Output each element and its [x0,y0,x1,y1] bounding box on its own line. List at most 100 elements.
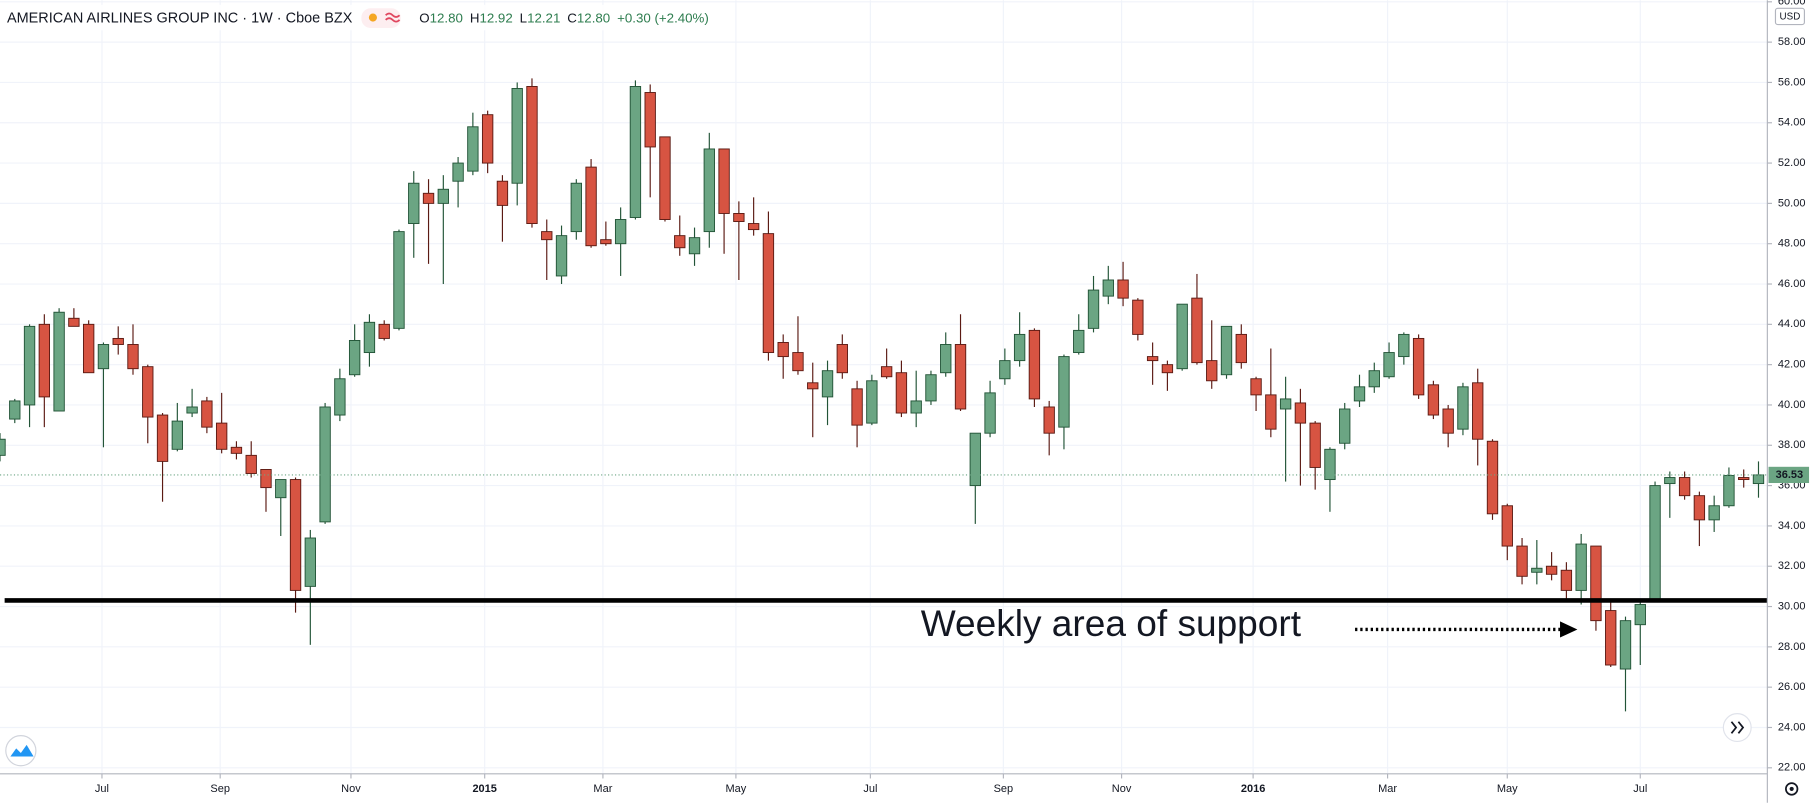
candle-body [201,400,213,428]
y-tick-label: 22.00 [1778,762,1806,774]
candle-body [984,392,996,434]
candle-body [1117,279,1129,299]
axes: 22.0024.0026.0028.0030.0032.0034.0036.00… [95,0,1810,795]
candle-body [1427,384,1440,416]
x-tick-label: Sep [994,783,1014,795]
candle-body [600,239,612,245]
x-tick-label: 2015 [472,783,496,795]
candle-body [9,400,21,420]
candle-body [304,537,316,587]
logo-circle[interactable] [5,735,37,767]
currency-box[interactable] [1774,7,1805,26]
candle-body [38,323,51,398]
last-price-tag [1768,466,1810,484]
quote: O12.80 H12.92 L12.21 C12.80 +0.30 (+2.40%) [419,10,709,25]
y-tick-label: 44.00 [1778,318,1806,330]
candle-body [1472,382,1484,440]
candle-body [496,180,509,206]
candle-body [880,366,893,378]
candle-body [1265,394,1277,430]
candle-body [1723,475,1735,507]
candle-body [1073,329,1085,354]
candle-body [1486,440,1499,515]
y-tick-label: 26.00 [1778,681,1806,693]
candle-body [570,182,582,233]
candle-body [289,479,302,591]
scroll-button[interactable] [1722,713,1752,742]
candle-body [1294,402,1307,424]
quote-value: 12.80 [430,10,463,25]
x-tick-label: Jul [863,783,877,795]
y-tick-label: 60.00 [1778,0,1806,8]
candle-body [142,366,154,418]
candle-body [319,406,331,523]
candle-body [1442,408,1454,434]
candle-body [777,342,789,358]
header-icons[interactable] [361,8,401,28]
candle-body [1176,303,1188,370]
candle-body [792,352,804,372]
y-tick-label: 50.00 [1778,197,1806,209]
candle-body [1191,297,1203,364]
candle-body [1412,337,1425,396]
candle-body [1161,364,1174,374]
candle-body [925,374,937,402]
candle-body [1220,325,1233,376]
currency: USD [1780,12,1801,23]
candle-body [275,479,287,499]
candle-body [230,446,243,454]
candle-body [585,166,597,247]
logo-mark [10,744,34,757]
candle-body [836,344,848,374]
x-tick-label: May [1497,783,1518,795]
chart-title: AMERICAN AIRLINES GROUP INC · 1W · Cboe … [7,11,353,27]
candle-body [1279,398,1292,410]
candle-body [688,237,701,255]
candle-body [437,188,449,204]
quote-key: C [567,10,577,25]
candle-body [82,323,95,374]
candle-body [97,344,110,370]
candle-body [644,92,656,148]
y-tick-label: 42.00 [1778,359,1806,371]
quote-value: 12.21 [527,10,560,25]
candle-body [1058,356,1070,428]
candle-body [186,406,198,414]
candle-body [555,235,568,277]
scroll-circle[interactable] [1722,713,1752,742]
candle-body [1132,299,1144,335]
y-tick-label: 30.00 [1778,600,1806,612]
y-tick-label: 24.00 [1778,721,1806,733]
y-tick-label: 54.00 [1778,117,1806,129]
candle-body [851,388,863,426]
candle-body [1575,543,1587,591]
candle-body [1028,329,1041,400]
candle-body [393,231,405,329]
candle-body [1324,448,1336,481]
arrow-head [1560,621,1578,638]
candle-body [245,454,257,474]
candles [0,78,1765,712]
quote-value: 12.92 [479,10,512,25]
candle-body [23,325,36,406]
candle-body [0,438,6,456]
candle-body [112,337,124,345]
logo[interactable] [5,735,37,767]
candle-body [1649,485,1661,601]
gear-icon[interactable] [1785,782,1799,796]
y-tick-label: 28.00 [1778,641,1806,653]
candle-body [1398,333,1410,358]
candle-body [1619,620,1632,670]
candle-body [348,339,361,376]
candle-body [511,88,523,184]
indicator-pill[interactable] [361,8,401,28]
candle-body [481,114,494,164]
candle-body [378,323,390,339]
wave-icon [385,12,401,23]
settings-button[interactable] [1785,782,1799,796]
candle-body [1664,477,1676,485]
candle-body [1605,610,1617,666]
annotation: Weekly area of support [921,602,1302,644]
